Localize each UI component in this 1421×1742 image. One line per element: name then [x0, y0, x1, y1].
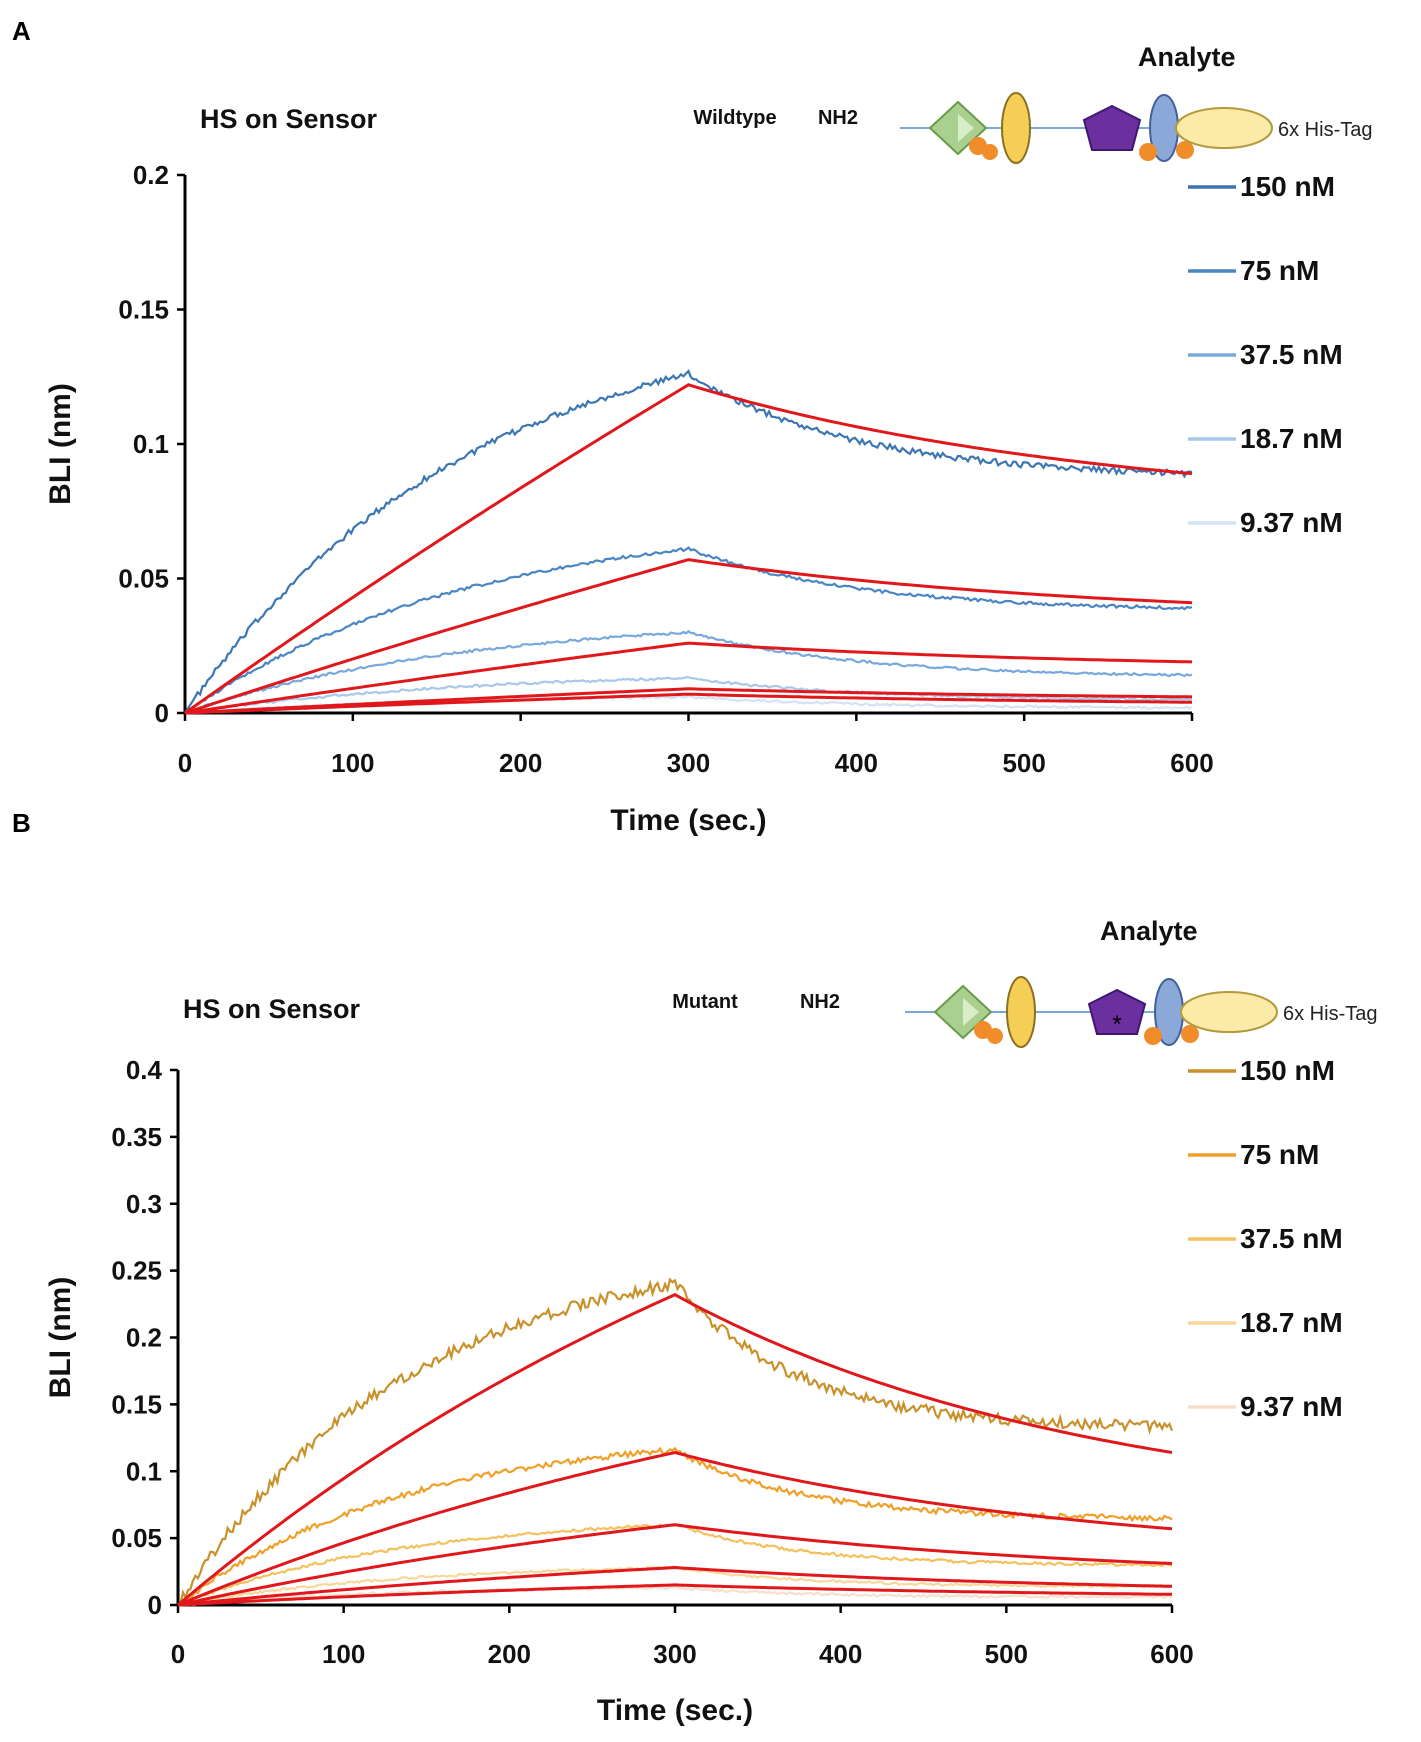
- y-tick-label: 0: [148, 1590, 162, 1620]
- x-tick-label: 600: [1170, 748, 1213, 778]
- yellow-oval-domain-icon: [1001, 92, 1031, 164]
- fit-curve-375nM: [184, 641, 1193, 715]
- analyte-label: Analyte: [1138, 42, 1236, 72]
- data-trace-375nM: [184, 629, 1193, 714]
- data-trace-187nM: [184, 676, 1193, 715]
- legend-label: 9.37 nM: [1240, 1391, 1343, 1422]
- x-tick-label: 200: [499, 748, 542, 778]
- x-tick-label: 400: [835, 748, 878, 778]
- fit-curve-937nM: [184, 692, 1192, 715]
- y-tick-label: 0.05: [111, 1523, 162, 1553]
- fit-curve-937nM: [177, 1583, 1172, 1607]
- y-tick-label: 0.3: [126, 1189, 162, 1219]
- mutation-star-icon: *: [1112, 1011, 1121, 1038]
- y-tick-label: 0.05: [118, 564, 169, 594]
- y-tick-label: 0.2: [133, 160, 169, 190]
- x-tick-label: 400: [819, 1639, 862, 1669]
- x-tick-label: 600: [1150, 1639, 1193, 1669]
- nterm-label: NH2: [818, 107, 858, 129]
- glycan-orange-icon: [1181, 1025, 1199, 1043]
- fit-curve-375nM: [177, 1523, 1173, 1607]
- legend-label: 37.5 nM: [1240, 1223, 1343, 1254]
- diamond-highlight-icon: [958, 114, 974, 142]
- nterm-label: NH2: [800, 991, 840, 1013]
- pentagon-domain-icon: [1082, 104, 1142, 151]
- y-tick-label: 0.1: [126, 1456, 162, 1486]
- fit-curve-187nM: [184, 687, 1193, 715]
- sensor-label: HS on Sensor: [183, 994, 361, 1024]
- y-tick-label: 0.4: [126, 1055, 163, 1085]
- legend-label: 75 nM: [1240, 1139, 1319, 1170]
- x-tick-label: 100: [322, 1639, 365, 1669]
- diamond-highlight-icon: [963, 998, 979, 1026]
- y-tick-label: 0.15: [118, 295, 169, 325]
- y-tick-label: 0.35: [111, 1122, 162, 1152]
- analyte-label: Analyte: [1100, 916, 1198, 946]
- fit-curve-75nM: [177, 1450, 1173, 1607]
- domain-diagram: 6x His-Tag: [900, 92, 1372, 164]
- data-trace-75nM: [184, 546, 1193, 715]
- his-tag-label: 6x His-Tag: [1278, 119, 1372, 141]
- pentagon-domain-icon: [1087, 988, 1147, 1035]
- y-tick-label: 0.2: [126, 1323, 162, 1353]
- y-axis-title: BLI (nm): [44, 1277, 77, 1399]
- x-tick-label: 100: [331, 748, 374, 778]
- his-tag-oval-icon: [1175, 107, 1273, 149]
- glycan-orange-icon: [1144, 1027, 1162, 1045]
- y-axis-title: BLI (nm): [44, 383, 77, 505]
- domain-diagram: * 6x His-Tag: [905, 976, 1377, 1048]
- data-trace-150nM: [184, 369, 1193, 714]
- bli-chart-wildtype: HS on Sensor Analyte Wildtype NH2 6x His-Tag…: [44, 42, 1372, 837]
- x-tick-label: 0: [171, 1639, 185, 1669]
- fit-curve-187nM: [177, 1565, 1173, 1607]
- y-tick-label: 0.25: [111, 1256, 162, 1286]
- x-tick-label: 300: [667, 748, 710, 778]
- legend-label: 18.7 nM: [1240, 1307, 1343, 1338]
- legend-label: 18.7 nM: [1240, 423, 1343, 454]
- his-tag-label: 6x His-Tag: [1283, 1003, 1377, 1025]
- bli-chart-mutant: HS on Sensor Analyte Mutant NH2 * 6x His-Tag 0…: [44, 916, 1377, 1727]
- legend-label: 9.37 nM: [1240, 507, 1343, 538]
- y-tick-label: 0.1: [133, 429, 169, 459]
- x-tick-label: 500: [985, 1639, 1028, 1669]
- x-axis-title: Time (sec.): [610, 804, 766, 837]
- legend-label: 37.5 nM: [1240, 339, 1343, 370]
- panel-letter-b: B: [12, 808, 31, 838]
- x-tick-label: 300: [653, 1639, 696, 1669]
- construct-label: Wildtype: [693, 107, 776, 129]
- construct-label: Mutant: [672, 991, 738, 1013]
- his-tag-oval-icon: [1180, 991, 1278, 1033]
- glycan-orange-icon: [987, 1028, 1003, 1044]
- glycan-orange-icon: [1176, 141, 1194, 159]
- sensor-label: HS on Sensor: [200, 104, 378, 134]
- fit-curve-150nM: [177, 1293, 1173, 1607]
- x-tick-label: 0: [178, 748, 192, 778]
- y-tick-label: 0.15: [111, 1389, 162, 1419]
- data-trace-150nM: [177, 1277, 1174, 1606]
- x-tick-label: 500: [1002, 748, 1045, 778]
- legend-label: 150 nM: [1240, 1055, 1335, 1086]
- y-tick-label: 0: [155, 698, 169, 728]
- data-trace-75nM: [178, 1446, 1173, 1607]
- fit-curve-75nM: [184, 558, 1193, 715]
- x-axis-title: Time (sec.): [597, 1694, 753, 1727]
- x-tick-label: 200: [488, 1639, 531, 1669]
- legend-label: 150 nM: [1240, 171, 1335, 202]
- glycan-orange-icon: [1139, 143, 1157, 161]
- legend-label: 75 nM: [1240, 255, 1319, 286]
- data-trace-937nM: [178, 1585, 1173, 1607]
- panel-letter-a: A: [12, 16, 31, 46]
- glycan-orange-icon: [982, 144, 998, 160]
- fit-curve-150nM: [184, 383, 1193, 715]
- yellow-oval-domain-icon: [1006, 976, 1036, 1048]
